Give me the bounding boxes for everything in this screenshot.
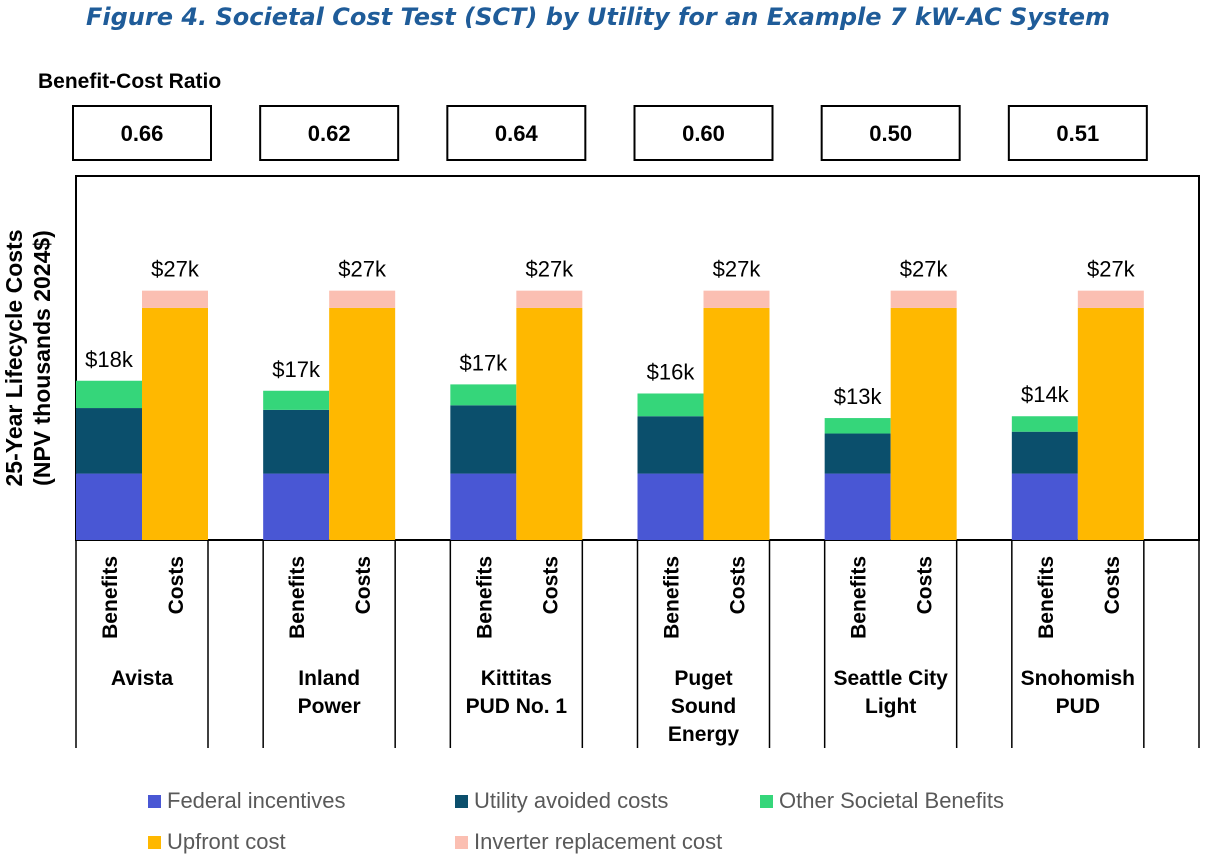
benefits-total-label: $14k [1021,382,1070,407]
ratio-box [820,105,961,161]
legend-label: Upfront cost [167,829,286,854]
inverter-replacement-cost-bar [329,290,396,308]
ratio-value: 0.51 [1056,121,1099,146]
legend-label: Other Societal Benefits [779,788,1004,813]
group-name: Power [298,695,361,718]
ratio-value: 0.62 [308,121,351,146]
group-name: Kittitas [481,667,552,690]
group-name: Energy [668,723,740,746]
inverter-replacement-cost-bar [890,290,957,308]
ratio-value: 0.64 [495,121,539,146]
other-societal-benefits-bar [637,393,704,417]
costs-tick-label: Costs [165,556,188,614]
costs-total-label: $27k [338,257,387,282]
ratio-box [72,105,212,161]
federal-incentives-bar [637,473,704,540]
federal-incentives-bar [824,473,891,540]
inverter-replacement-cost-bar [516,290,583,308]
other-societal-benefits-bar [450,384,517,406]
legend-label: Federal incentives [167,788,346,813]
upfront-cost-bar [142,307,208,540]
group-name: PUD [1056,695,1100,718]
benefit-cost-header: Benefit-Cost Ratio [38,70,221,93]
legend-swatch [455,836,468,849]
upfront-cost-bar [703,307,770,540]
ratio-value: 0.50 [869,121,912,146]
group-name: PUD No. 1 [466,695,568,718]
costs-total-label: $27k [1087,257,1136,282]
y-axis-label: 25-Year Lifecycle Costs [1,230,27,487]
ratio-box [633,105,774,161]
group-name: Snohomish [1021,667,1135,690]
inverter-replacement-cost-bar [142,290,208,308]
utility-avoided-costs-bar [263,409,330,474]
costs-total-label: $27k [151,257,200,282]
benefits-tick-label: Benefits [1035,556,1058,639]
legend-swatch [148,836,161,849]
ratio-box [259,105,400,161]
legend-swatch [760,795,773,808]
utility-avoided-costs-bar [450,405,517,474]
benefits-total-label: $18k [85,347,134,372]
benefits-total-label: $17k [272,357,321,382]
costs-tick-label: Costs [727,556,750,614]
costs-total-label: $27k [525,257,574,282]
benefits-tick-label: Benefits [286,556,309,639]
ratio-value: 0.60 [682,121,725,146]
costs-tick-label: Costs [539,556,562,614]
federal-incentives-bar [76,473,142,540]
costs-tick-label: Costs [1101,556,1124,614]
group-name: Inland [298,667,360,690]
legend-label: Inverter replacement cost [474,829,722,854]
federal-incentives-bar [450,473,517,540]
chart-title: Figure 4. Societal Cost Test (SCT) by Ut… [86,3,1110,31]
legend-label: Utility avoided costs [474,788,668,813]
upfront-cost-bar [1077,307,1144,540]
benefits-tick-label: Benefits [473,556,496,639]
benefits-tick-label: Benefits [661,556,684,639]
utility-avoided-costs-bar [1011,431,1078,474]
legend-swatch [455,795,468,808]
inverter-replacement-cost-bar [703,290,770,308]
federal-incentives-bar [263,473,330,540]
group-name: Puget [674,667,732,690]
group-name: Seattle City [833,667,948,690]
upfront-cost-bar [516,307,583,540]
ratio-value: 0.66 [121,121,164,146]
other-societal-benefits-bar [76,380,142,409]
benefits-tick-label: Benefits [99,556,122,639]
federal-incentives-bar [1011,473,1078,540]
inverter-replacement-cost-bar [1077,290,1144,308]
group-name: Sound [671,695,736,718]
ratio-box [1007,105,1148,161]
upfront-cost-bar [890,307,957,540]
benefits-tick-label: Benefits [848,556,871,639]
utility-avoided-costs-bar [824,433,891,474]
other-societal-benefits-bar [824,418,891,434]
utility-avoided-costs-bar [637,416,704,474]
benefits-total-label: $13k [834,384,883,409]
benefits-total-label: $17k [459,350,508,375]
y-axis-label: (NPV thousands 2024$) [29,230,55,486]
costs-total-label: $27k [713,257,762,282]
group-name: Light [865,695,916,718]
other-societal-benefits-bar [263,390,330,410]
ratio-box [446,105,587,161]
utility-avoided-costs-bar [76,408,142,474]
costs-total-label: $27k [900,257,949,282]
legend-swatch [148,795,161,808]
costs-tick-label: Costs [352,556,375,614]
group-name: Avista [111,667,174,690]
costs-tick-label: Costs [914,556,937,614]
other-societal-benefits-bar [1011,416,1078,432]
upfront-cost-bar [329,307,396,540]
benefits-total-label: $16k [647,359,696,384]
